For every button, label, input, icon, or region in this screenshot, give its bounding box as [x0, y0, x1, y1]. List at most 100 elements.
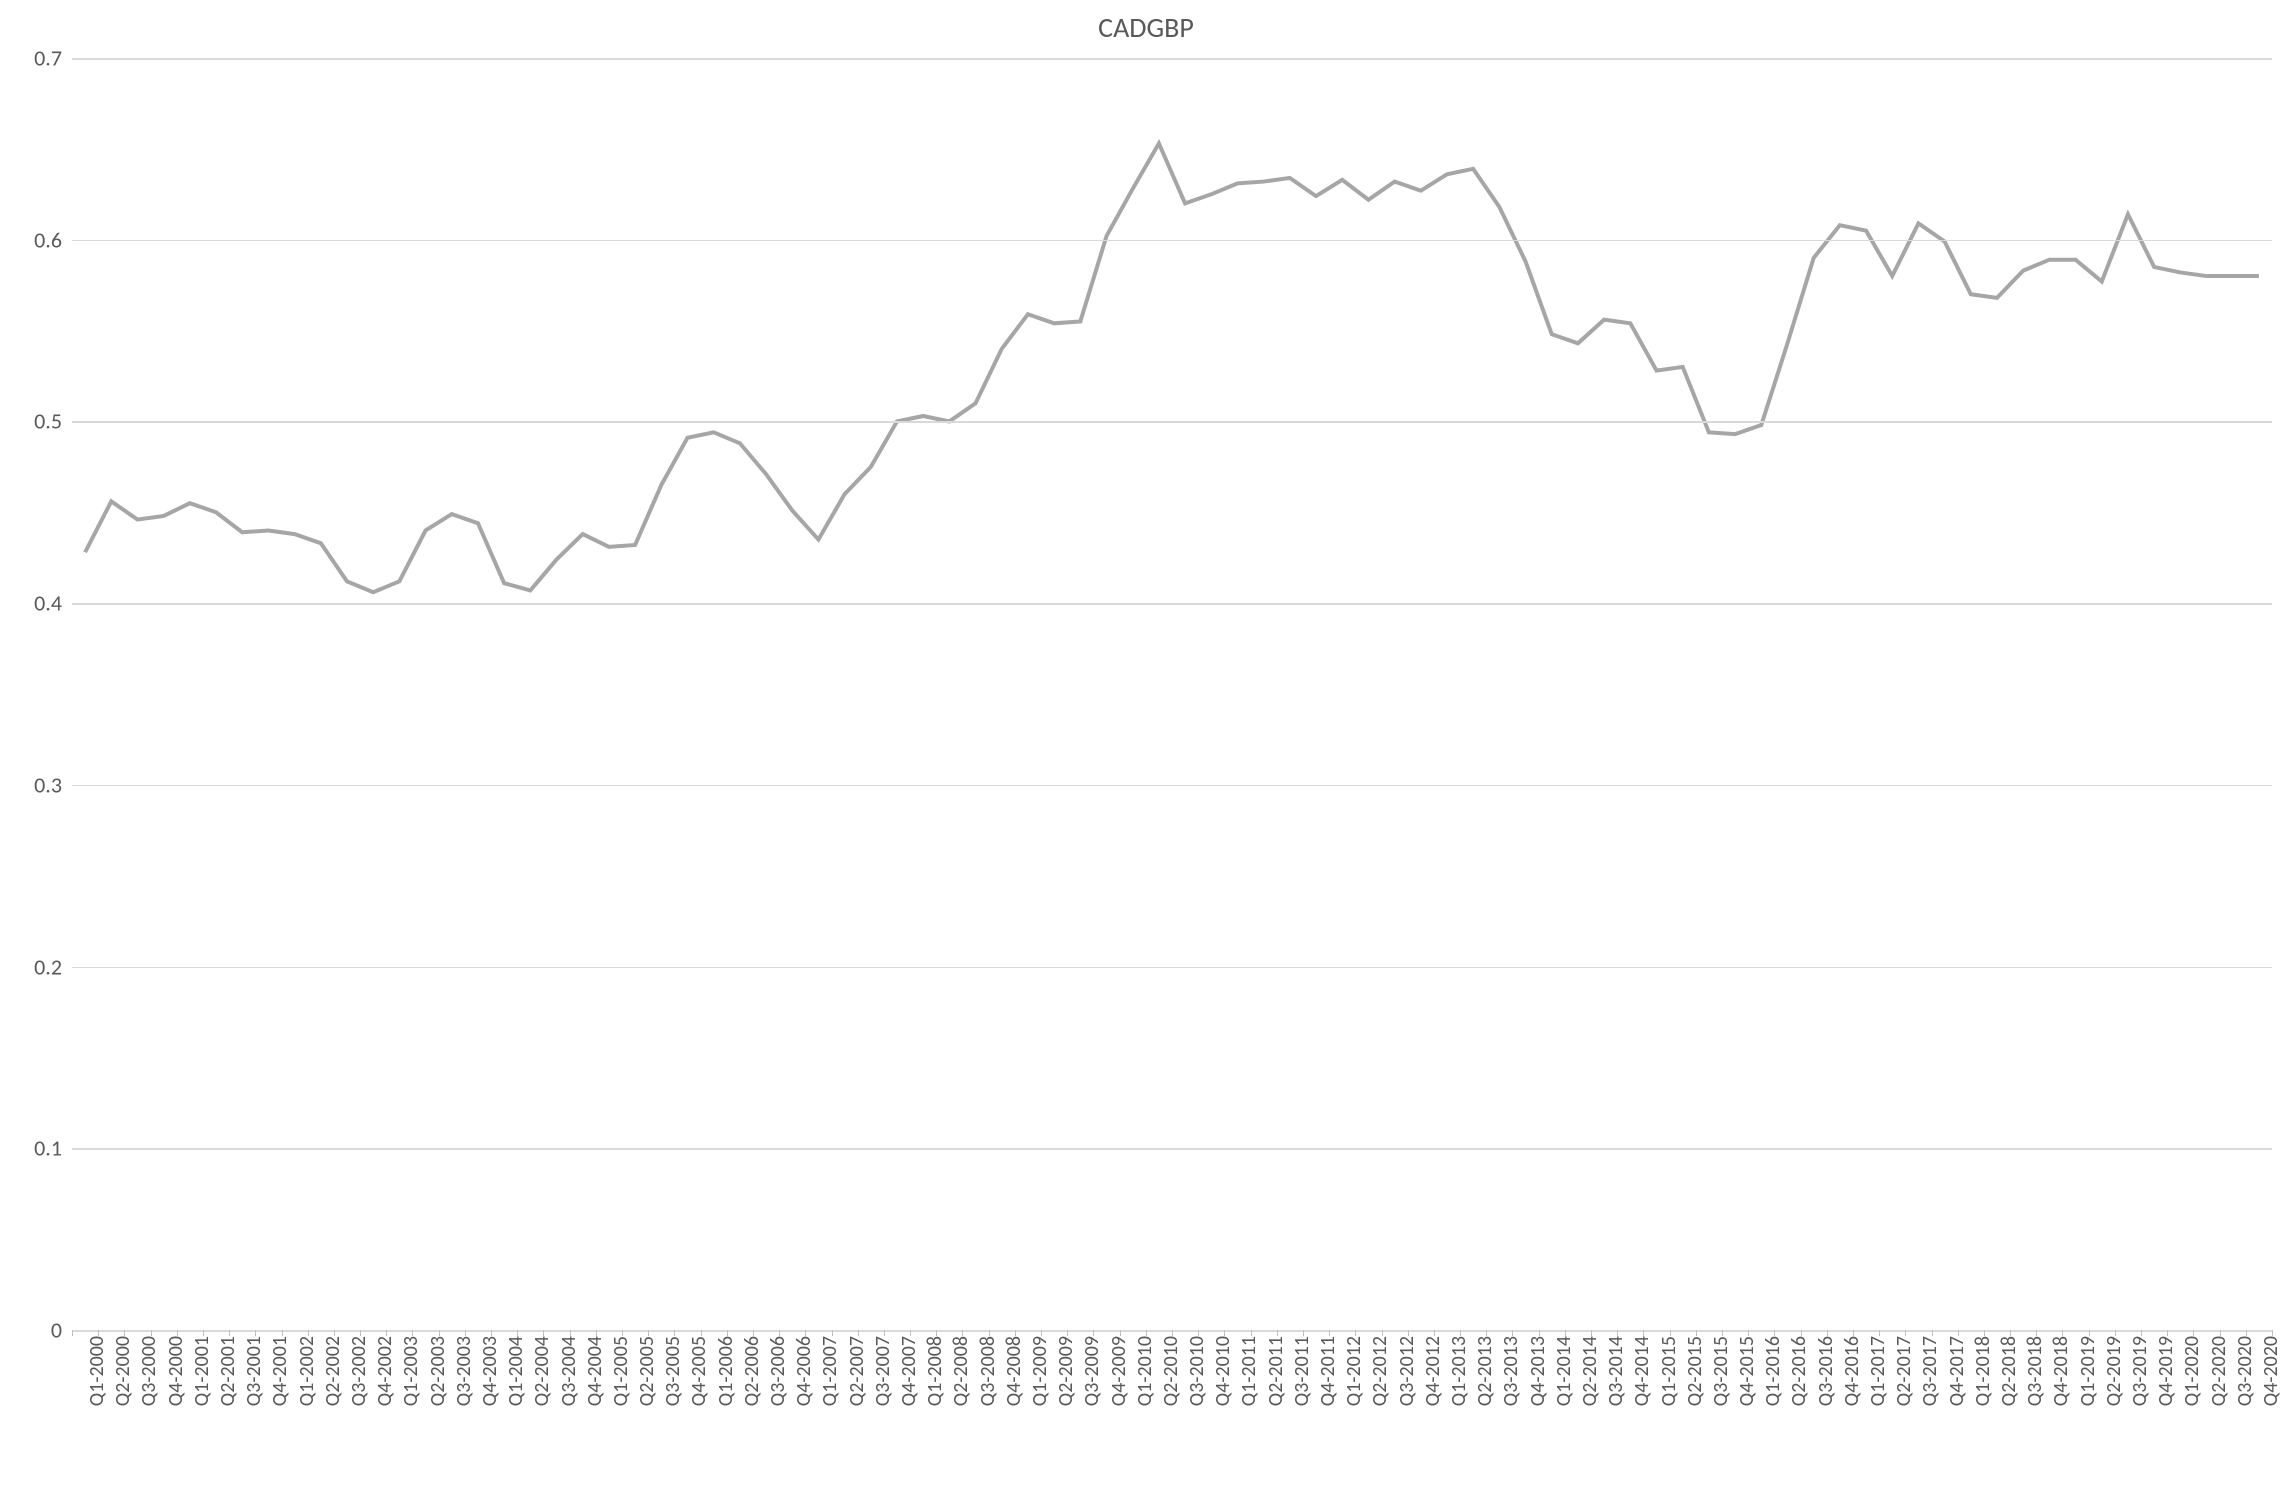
x-tick-sep	[543, 1330, 544, 1336]
x-tick-label: Q4-2005	[687, 1336, 711, 1406]
x-tick-label: Q1-2017	[1866, 1336, 1890, 1406]
x-tick-label: Q4-2018	[2049, 1336, 2073, 1406]
x-tick-sep	[622, 1330, 623, 1336]
x-tick-sep	[1748, 1330, 1749, 1336]
x-tick-label: Q4-2015	[1735, 1336, 1759, 1406]
x-tick-label: Q4-2016	[1840, 1336, 1864, 1406]
x-tick-label: Q3-2018	[2023, 1336, 2047, 1406]
x-tick-label: Q2-2014	[1578, 1336, 1602, 1406]
x-tick-sep	[858, 1330, 859, 1336]
chart-container: CADGBP 00.10.20.30.40.50.60.7Q1-2000Q2-2…	[0, 0, 2292, 1497]
x-tick-sep	[1512, 1330, 1513, 1336]
x-tick-label: Q1-2007	[818, 1336, 842, 1406]
x-tick-sep	[832, 1330, 833, 1336]
x-tick-sep	[1958, 1330, 1959, 1336]
x-tick-sep	[1696, 1330, 1697, 1336]
x-tick-sep	[1617, 1330, 1618, 1336]
x-tick-sep	[805, 1330, 806, 1336]
x-tick-label: Q2-2016	[1787, 1336, 1811, 1406]
x-tick-sep	[1093, 1330, 1094, 1336]
x-tick-label: Q1-2004	[504, 1336, 528, 1406]
x-tick-sep	[386, 1330, 387, 1336]
x-tick-label: Q3-2015	[1709, 1336, 1733, 1406]
x-tick-label: Q3-2004	[557, 1336, 581, 1406]
x-tick-sep	[1774, 1330, 1775, 1336]
x-tick-label: Q3-2002	[347, 1336, 371, 1406]
x-tick-sep	[2246, 1330, 2247, 1336]
x-tick-label: Q1-2020	[2180, 1336, 2204, 1406]
x-tick-label: Q4-2001	[268, 1336, 292, 1406]
x-tick-sep	[1801, 1330, 1802, 1336]
y-tick-label: 0.7	[34, 45, 62, 72]
x-tick-label: Q2-2002	[321, 1336, 345, 1406]
x-tick-sep	[596, 1330, 597, 1336]
gridline	[72, 58, 2272, 60]
x-tick-sep	[1277, 1330, 1278, 1336]
x-tick-label: Q3-2012	[1395, 1336, 1419, 1406]
x-tick-label: Q3-2000	[137, 1336, 161, 1406]
x-tick-sep	[1827, 1330, 1828, 1336]
x-tick-label: Q2-2015	[1683, 1336, 1707, 1406]
x-tick-label: Q4-2000	[164, 1336, 188, 1406]
x-tick-sep	[648, 1330, 649, 1336]
x-tick-label: Q3-2001	[242, 1336, 266, 1406]
x-tick-label: Q3-2020	[2233, 1336, 2257, 1406]
x-tick-sep	[203, 1330, 204, 1336]
x-tick-sep	[936, 1330, 937, 1336]
gridline	[72, 1148, 2272, 1150]
x-tick-label: Q1-2019	[2076, 1336, 2100, 1406]
x-tick-sep	[1670, 1330, 1671, 1336]
y-tick-label: 0	[51, 1317, 62, 1344]
x-tick-sep	[989, 1330, 990, 1336]
y-tick-label: 0.3	[34, 771, 62, 798]
x-tick-label: Q1-2013	[1447, 1336, 1471, 1406]
x-tick-sep	[2036, 1330, 2037, 1336]
x-tick-label: Q4-2014	[1630, 1336, 1654, 1406]
x-tick-label: Q4-2019	[2154, 1336, 2178, 1406]
x-tick-label: Q3-2006	[766, 1336, 790, 1406]
x-tick-sep	[2220, 1330, 2221, 1336]
x-tick-sep	[1355, 1330, 1356, 1336]
x-tick-label: Q3-2017	[1918, 1336, 1942, 1406]
x-tick-sep	[360, 1330, 361, 1336]
x-tick-sep	[1172, 1330, 1173, 1336]
x-tick-sep	[1434, 1330, 1435, 1336]
x-tick-label: Q1-2012	[1342, 1336, 1366, 1406]
x-tick-label: Q1-2000	[85, 1336, 109, 1406]
x-tick-label: Q3-2014	[1604, 1336, 1628, 1406]
x-tick-label: Q1-2003	[399, 1336, 423, 1406]
x-tick-sep	[1591, 1330, 1592, 1336]
x-tick-sep	[701, 1330, 702, 1336]
x-tick-label: Q3-2003	[452, 1336, 476, 1406]
x-tick-label: Q2-2020	[2207, 1336, 2231, 1406]
y-tick-label: 0.4	[34, 590, 62, 617]
x-tick-sep	[1905, 1330, 1906, 1336]
x-tick-label: Q2-2006	[740, 1336, 764, 1406]
x-tick-sep	[98, 1330, 99, 1336]
x-tick-sep	[570, 1330, 571, 1336]
x-tick-label: Q3-2010	[1185, 1336, 1209, 1406]
x-tick-sep	[229, 1330, 230, 1336]
x-tick-sep	[1382, 1330, 1383, 1336]
x-tick-sep	[1879, 1330, 1880, 1336]
x-tick-sep	[2272, 1330, 2273, 1336]
y-tick-label: 0.6	[34, 226, 62, 253]
gridline	[72, 240, 2272, 242]
x-tick-label: Q2-2013	[1473, 1336, 1497, 1406]
x-tick-label: Q4-2010	[1211, 1336, 1235, 1406]
gridline	[72, 421, 2272, 423]
x-tick-sep	[727, 1330, 728, 1336]
x-tick-sep	[1565, 1330, 1566, 1336]
x-tick-label: Q4-2007	[897, 1336, 921, 1406]
x-tick-sep	[1146, 1330, 1147, 1336]
x-tick-sep	[1067, 1330, 1068, 1336]
y-tick-label: 0.2	[34, 953, 62, 980]
x-tick-label: Q2-2005	[635, 1336, 659, 1406]
x-tick-label: Q1-2008	[923, 1336, 947, 1406]
x-tick-sep	[282, 1330, 283, 1336]
x-tick-label: Q2-2011	[1264, 1336, 1288, 1406]
x-tick-sep	[2141, 1330, 2142, 1336]
x-tick-label: Q1-2009	[1028, 1336, 1052, 1406]
x-tick-sep	[1408, 1330, 1409, 1336]
x-tick-label: Q1-2010	[1133, 1336, 1157, 1406]
